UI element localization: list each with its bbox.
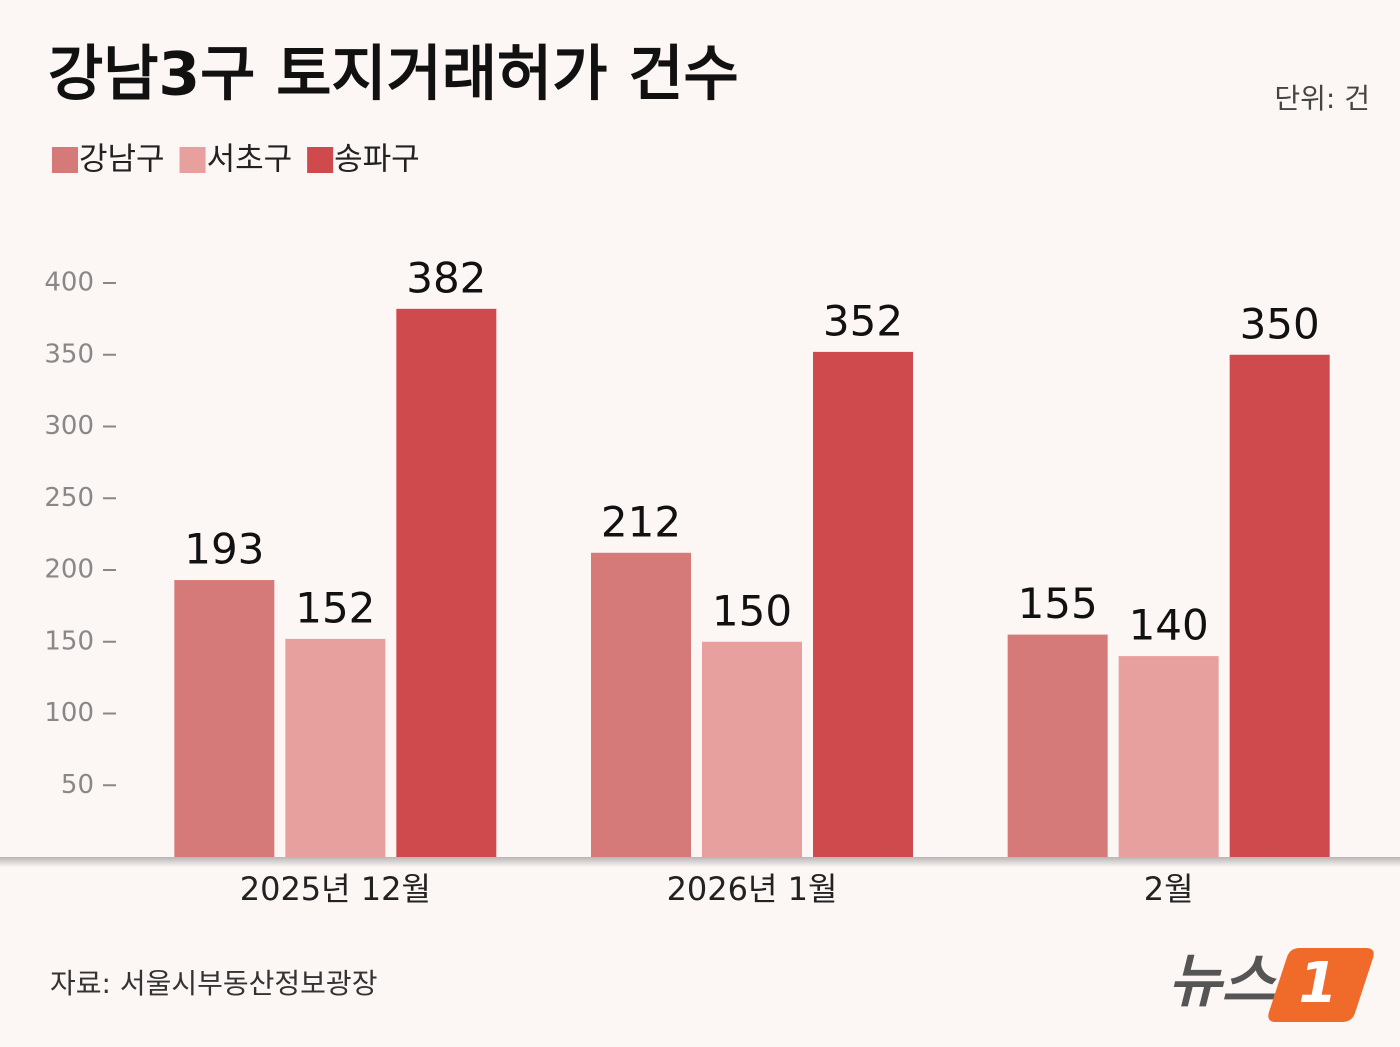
legend-label: 서초구 bbox=[207, 142, 293, 178]
logo-mark: 1 bbox=[1299, 951, 1338, 1016]
legend-swatch bbox=[179, 147, 206, 173]
y-tick-label: 150 bbox=[44, 626, 94, 656]
y-tick-label: 100 bbox=[44, 698, 94, 728]
value-label: 140 bbox=[1129, 601, 1209, 650]
value-label: 193 bbox=[184, 525, 264, 574]
value-label: 152 bbox=[295, 583, 375, 632]
y-tick-label: 300 bbox=[44, 411, 94, 441]
value-label: 352 bbox=[823, 296, 903, 345]
chart-title: 강남3구 토지거래허가 건수 bbox=[48, 40, 739, 110]
bar bbox=[1118, 656, 1219, 857]
y-tick-label: 200 bbox=[44, 555, 94, 585]
logo-badge bbox=[1268, 948, 1374, 1022]
value-label: 212 bbox=[601, 497, 681, 546]
value-label: 150 bbox=[712, 586, 792, 635]
value-label: 155 bbox=[1018, 579, 1098, 628]
legend-swatch bbox=[52, 147, 78, 173]
y-tick-label: 250 bbox=[44, 483, 94, 513]
bar bbox=[285, 638, 386, 857]
logo: 뉴스 1 bbox=[1168, 947, 1374, 1022]
source-note: 자료: 서울시부동산정보광장 bbox=[50, 967, 377, 1000]
y-tick-label: 350 bbox=[44, 339, 94, 369]
y-tick-label: 50 bbox=[61, 770, 94, 800]
bar bbox=[174, 580, 275, 857]
bar bbox=[1007, 634, 1108, 857]
x-tick-label: 2월 bbox=[1144, 870, 1194, 908]
logo-text: 뉴스 bbox=[1168, 947, 1277, 1015]
baseline-shadow bbox=[0, 857, 1400, 867]
bar bbox=[1229, 354, 1330, 857]
legend-label: 강남구 bbox=[79, 142, 165, 178]
legend-label: 송파구 bbox=[334, 142, 420, 178]
bar bbox=[702, 641, 802, 857]
value-label: 350 bbox=[1240, 299, 1320, 348]
unit-note: 단위: 건 bbox=[1274, 82, 1370, 115]
legend-swatch bbox=[307, 147, 334, 173]
value-label: 382 bbox=[406, 253, 486, 302]
bar bbox=[813, 351, 913, 857]
bar bbox=[396, 308, 497, 858]
x-tick-label: 2025년 12월 bbox=[240, 870, 431, 908]
x-tick-label: 2026년 1월 bbox=[667, 870, 838, 908]
bar bbox=[591, 552, 691, 857]
y-tick-label: 400 bbox=[44, 268, 94, 298]
